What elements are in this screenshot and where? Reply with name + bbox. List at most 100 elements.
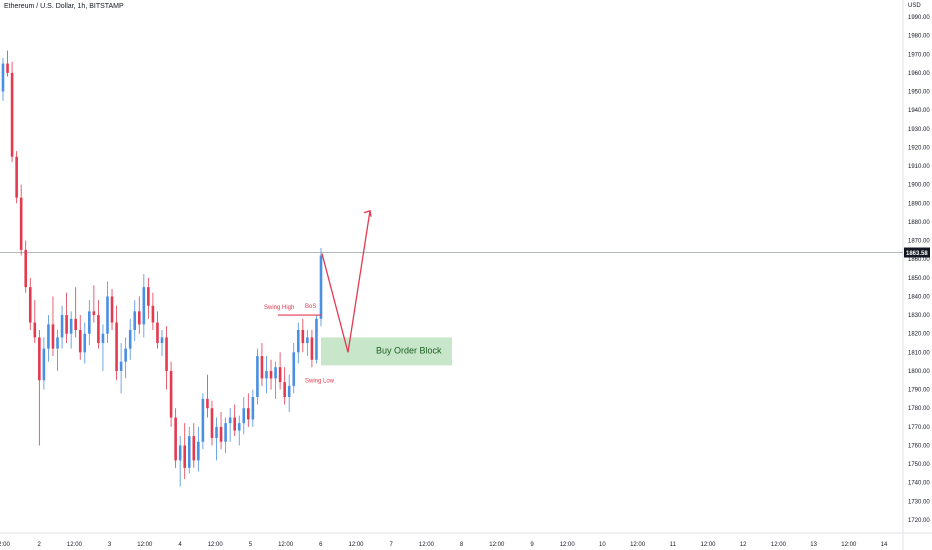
candle <box>42 337 46 390</box>
x-tick-label: 5 <box>249 542 253 548</box>
y-tick-label: 1850.00 <box>908 276 930 282</box>
candle-body <box>106 296 109 334</box>
candle <box>260 343 264 386</box>
y-tick-label: 1970.00 <box>908 52 930 58</box>
candle <box>1 57 5 101</box>
candle-body <box>15 156 18 198</box>
order-block-rect <box>321 337 452 366</box>
y-tick-label: 1870.00 <box>908 239 930 245</box>
candle-body <box>165 337 168 371</box>
candle <box>174 408 177 468</box>
candle <box>197 426 200 472</box>
candle-body <box>51 324 55 349</box>
y-tick-label: 1820.00 <box>908 332 930 338</box>
x-tick-label: 7 <box>390 542 394 548</box>
candle-body <box>192 436 196 461</box>
candle-body <box>69 318 73 334</box>
candle <box>24 240 28 293</box>
candle-body <box>210 408 214 439</box>
x-tick-label: 12:00 <box>700 542 716 548</box>
candle <box>133 300 137 342</box>
candle <box>301 318 305 353</box>
y-tick-label: 1910.00 <box>908 164 930 170</box>
y-tick-label: 1980.00 <box>908 34 930 40</box>
candle <box>283 367 286 405</box>
candle <box>265 356 268 394</box>
candle <box>178 436 182 487</box>
candle <box>15 151 18 204</box>
x-tick-label: 2:00 <box>0 542 10 548</box>
candle <box>269 359 273 390</box>
y-axis-ticks: 1720.00 1730.00 1740.00 1750.00 1760.00 1770.… <box>908 15 930 524</box>
candle-body <box>228 417 232 424</box>
candle-body <box>283 382 286 398</box>
x-tick-label: 10 <box>599 542 606 548</box>
candle <box>210 400 214 446</box>
bos-label: BoS <box>305 304 316 310</box>
x-tick-label: 14 <box>881 542 888 548</box>
candle-body <box>287 385 291 398</box>
candle-body <box>187 436 191 468</box>
candles-layer <box>1 50 323 487</box>
candle <box>6 50 9 77</box>
x-tick-label: 12 <box>740 542 747 548</box>
candle-body <box>6 63 9 73</box>
candle <box>151 292 155 330</box>
candle-body <box>33 322 37 338</box>
candle <box>192 423 196 468</box>
candle <box>69 311 73 349</box>
candle-body <box>128 329 132 349</box>
x-tick-label: 9 <box>530 542 534 548</box>
candle <box>106 281 109 344</box>
y-tick-label: 1950.00 <box>908 90 930 96</box>
candle <box>296 322 300 364</box>
candle-body <box>10 72 14 157</box>
y-tick-label: 1990.00 <box>908 15 930 21</box>
y-tick-label: 1790.00 <box>908 388 930 394</box>
y-tick-label: 1880.00 <box>908 220 930 226</box>
candle <box>310 329 314 368</box>
current-price-label: 1863.58 <box>904 247 930 258</box>
candle <box>306 329 309 357</box>
candle <box>110 288 114 330</box>
candle-body <box>269 370 273 379</box>
x-tick-label: 12:00 <box>348 542 364 548</box>
candle-body <box>110 296 114 323</box>
candle <box>137 296 141 334</box>
y-tick-label: 1760.00 <box>908 443 930 449</box>
x-tick-label: 3 <box>108 542 112 548</box>
y-tick-label: 1800.00 <box>908 369 930 375</box>
candle-body <box>147 287 150 306</box>
candle <box>292 343 296 394</box>
candle <box>56 329 59 371</box>
y-tick-label: 1860.00 <box>908 257 930 263</box>
candle <box>74 287 77 338</box>
candle-body <box>65 315 68 334</box>
candle-body <box>242 408 246 424</box>
candle <box>215 417 218 461</box>
candle-body <box>247 408 250 420</box>
candle-body <box>174 417 177 461</box>
candle <box>251 389 255 427</box>
candle <box>165 326 168 390</box>
candle-body <box>101 333 105 344</box>
candle <box>183 423 187 480</box>
y-tick-label: 1960.00 <box>908 71 930 77</box>
candle-body <box>56 337 59 349</box>
candle <box>147 277 150 319</box>
candle-body <box>306 337 309 344</box>
y-tick-label: 1920.00 <box>908 145 930 151</box>
x-tick-label: 4 <box>178 542 182 548</box>
candle <box>187 426 191 474</box>
candle-body <box>74 318 77 330</box>
candle-body <box>296 329 300 353</box>
candle <box>101 324 105 371</box>
candle-body <box>97 315 100 344</box>
y-tick-label: 1730.00 <box>908 499 930 505</box>
x-tick-label: 12:00 <box>419 542 435 548</box>
candle <box>247 393 250 427</box>
candle <box>124 337 127 379</box>
candle-body <box>215 426 218 439</box>
x-axis-ticks: 2:00 2 12:00 3 12:00 4 12:00 5 12:00 6 12:00 7 12:00… <box>0 542 888 548</box>
